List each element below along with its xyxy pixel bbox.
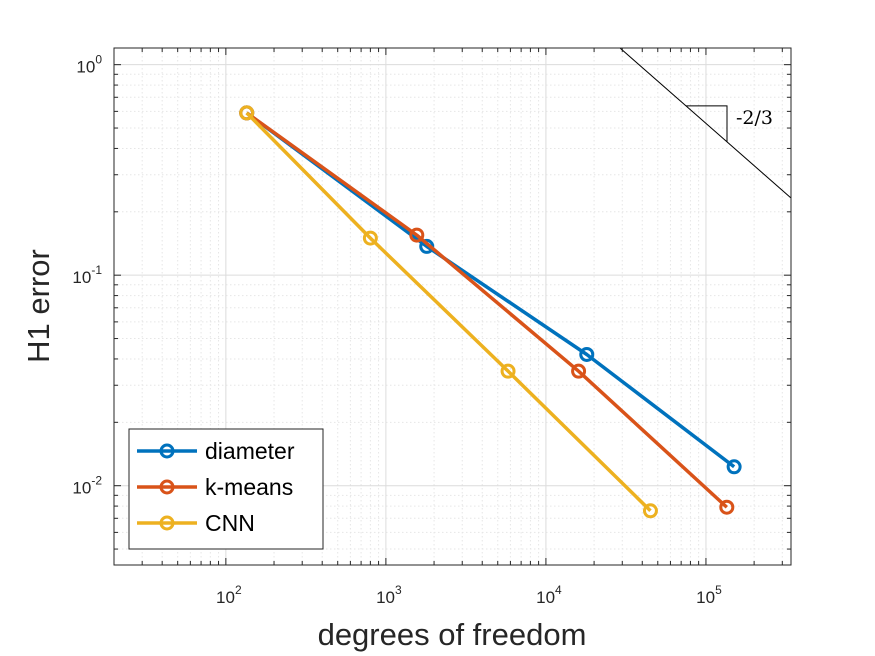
series-line — [245, 111, 652, 513]
legend-label: k-means — [205, 474, 293, 500]
y-axis-title: H1 error — [21, 249, 56, 363]
major-grid — [114, 48, 791, 565]
legend-label: diameter — [205, 438, 295, 464]
legend-swatch-marker — [159, 515, 175, 531]
axis-ticks — [114, 48, 791, 565]
x-axis-title: degrees of freedom — [318, 617, 587, 652]
data-point-marker — [642, 503, 658, 519]
series-lines — [239, 105, 742, 519]
legend-label: CNN — [205, 510, 255, 536]
data-point-marker — [579, 346, 595, 362]
data-point-marker — [719, 499, 735, 515]
minor-grid — [114, 48, 791, 565]
axes-box — [113, 47, 792, 566]
slope-triangle-legs — [686, 105, 728, 142]
legend-entry: k-means — [137, 474, 293, 500]
legend-entry: CNN — [137, 510, 255, 536]
series-line — [245, 111, 728, 509]
data-point-marker — [500, 363, 516, 379]
data-point-marker — [362, 230, 378, 246]
data-point-marker — [239, 105, 255, 121]
legend: diameter k-means CNN — [128, 428, 324, 550]
legend-swatch-marker — [159, 479, 175, 495]
legend-swatch-marker — [159, 443, 175, 459]
data-point-marker — [409, 227, 425, 243]
data-point-marker — [726, 459, 742, 475]
legend-entry: diameter — [137, 438, 295, 464]
data-point-marker — [571, 363, 587, 379]
slope-label: -2/3 — [736, 107, 773, 129]
slope-reference-line — [619, 47, 792, 199]
series-CNN — [239, 105, 658, 519]
slope-triangle: -2/3 — [619, 47, 792, 199]
